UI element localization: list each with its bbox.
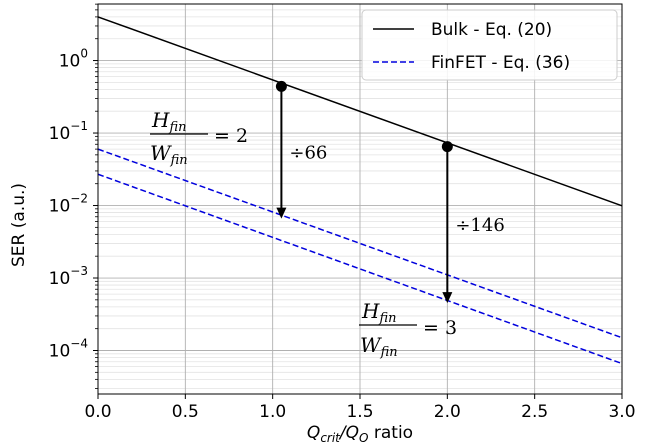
x-axis-label: Qcrit/QO ratio (307, 423, 413, 445)
arrow-label-0: ÷66 (289, 142, 327, 163)
y-tick-label: 10−4 (49, 337, 88, 362)
svg-text:Hfin: Hfin (361, 299, 397, 326)
x-tick-label: 1.0 (259, 402, 286, 422)
svg-text:Hfin: Hfin (151, 108, 187, 135)
y-tick-label: 10−3 (49, 264, 88, 289)
legend-label-bulk: Bulk - Eq. (20) (431, 20, 552, 40)
series-line-2 (97, 173, 623, 365)
marker-layer (275, 80, 453, 153)
x-axis-ticks: 0.0 0.5 1.0 1.5 2.0 2.5 3.0 (84, 394, 636, 422)
series-line-1 (97, 148, 623, 339)
arrow-head-1 (442, 292, 453, 304)
ratio-annotation-3: Hfin Wfin = 3 (359, 299, 457, 360)
legend: Bulk - Eq. (20) FinFET - Eq. (36) (361, 9, 618, 81)
ratio-annotation-2: Hfin Wfin = 2 (150, 108, 248, 168)
x-tick-label: 3.0 (608, 402, 635, 422)
y-axis-ticks: 100 10−1 10−2 10−3 10−4 (49, 3, 98, 389)
data-marker-1 (441, 141, 453, 153)
y-axis-label: SER (a.u.) (9, 183, 29, 267)
y-tick-label: 10−1 (49, 119, 88, 144)
arrow-label-1: ÷146 (455, 215, 504, 236)
series-line-0 (97, 16, 623, 207)
legend-label-finfet: FinFET - Eq. (36) (431, 53, 570, 73)
y-tick-label: 10−2 (49, 192, 88, 217)
svg-text:= 3: = 3 (423, 317, 457, 339)
x-tick-label: 2.5 (521, 402, 548, 422)
x-tick-label: 2.0 (434, 402, 461, 422)
data-marker-0 (275, 80, 287, 92)
x-tick-label: 0.0 (84, 402, 111, 422)
y-tick-label: 100 (59, 47, 88, 72)
x-tick-label: 1.5 (346, 402, 373, 422)
arrow-head-0 (276, 207, 287, 219)
svg-text:= 2: = 2 (214, 125, 248, 147)
svg-text:Wfin: Wfin (150, 141, 188, 168)
svg-text:Wfin: Wfin (360, 333, 398, 360)
arrow-layer: ÷66 ÷146 (276, 86, 505, 304)
series-layer (97, 16, 623, 365)
x-tick-label: 0.5 (172, 402, 199, 422)
